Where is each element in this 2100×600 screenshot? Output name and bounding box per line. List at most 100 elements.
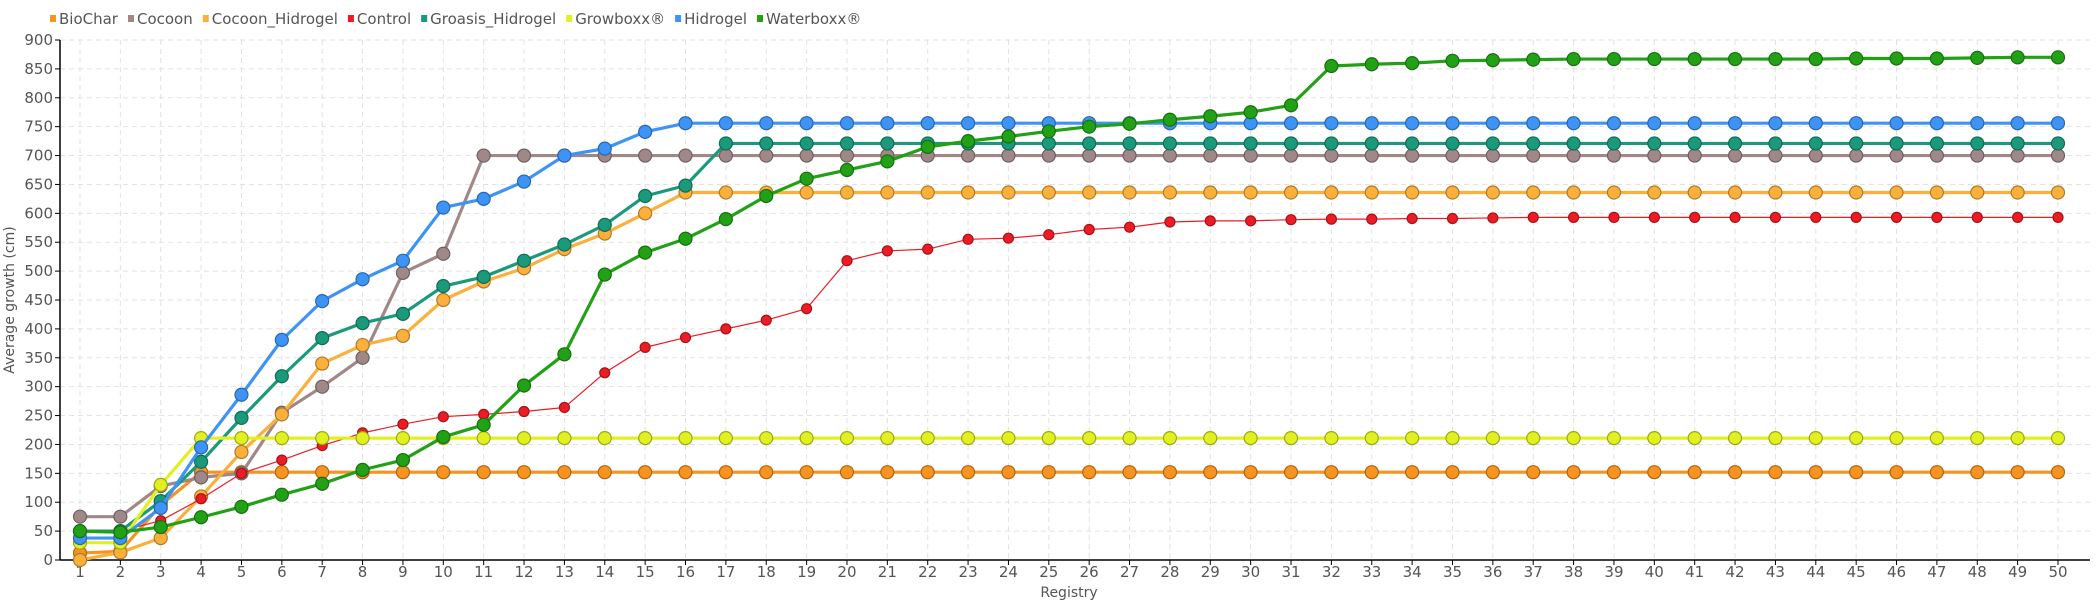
x-tick-label: 27 — [1120, 563, 1139, 581]
data-point — [1647, 185, 1662, 200]
x-tick-label: 25 — [1039, 563, 1058, 581]
x-tick-label: 34 — [1403, 563, 1422, 581]
data-point — [355, 337, 370, 353]
data-point — [1001, 129, 1016, 144]
data-point — [234, 499, 249, 514]
x-tick-label: 40 — [1645, 563, 1664, 581]
x-tick-label: 32 — [1322, 563, 1341, 581]
data-point — [315, 331, 330, 346]
data-point — [516, 253, 532, 268]
data-point — [1245, 215, 1257, 227]
data-point — [2010, 136, 2025, 151]
data-point — [1606, 465, 1622, 480]
data-point — [1324, 136, 1339, 151]
data-point — [1485, 430, 1500, 446]
x-tick-label: 50 — [2048, 563, 2067, 581]
data-point — [1526, 465, 1541, 480]
data-point — [1727, 185, 1743, 200]
data-point — [1808, 430, 1823, 446]
data-point — [880, 465, 895, 480]
data-point — [1849, 116, 1864, 131]
data-point — [1526, 430, 1541, 446]
data-point — [1485, 53, 1500, 68]
data-point — [880, 430, 895, 446]
data-point — [960, 430, 976, 446]
data-point — [72, 509, 88, 524]
data-point — [759, 136, 774, 151]
data-point — [1647, 136, 1662, 151]
data-point — [678, 116, 693, 131]
data-point — [960, 134, 976, 149]
data-point — [1970, 185, 1985, 200]
data-point — [759, 430, 774, 446]
data-point — [1283, 465, 1299, 480]
data-point — [1567, 211, 1580, 223]
data-point — [395, 306, 411, 321]
data-point — [1929, 148, 1944, 163]
series-biochar — [72, 465, 2066, 561]
data-point — [557, 430, 572, 446]
data-point — [1324, 116, 1339, 131]
data-point — [839, 116, 855, 131]
data-point — [1849, 51, 1864, 66]
data-point — [1687, 430, 1702, 446]
x-tick-label: 12 — [514, 563, 533, 581]
data-point — [1485, 185, 1500, 200]
x-tick-label: 22 — [918, 563, 937, 581]
data-point — [1485, 116, 1500, 131]
x-tick-label: 2 — [116, 563, 126, 581]
data-point — [518, 405, 530, 418]
y-tick-label: 750 — [24, 118, 53, 136]
data-point — [880, 185, 895, 200]
x-tick-label: 5 — [237, 563, 247, 581]
data-point — [1889, 430, 1904, 446]
data-point — [678, 148, 693, 163]
x-tick-label: 45 — [1847, 563, 1866, 581]
data-point — [1849, 465, 1864, 480]
data-point — [153, 500, 168, 516]
data-point — [234, 430, 249, 446]
data-point — [1606, 136, 1622, 151]
data-point — [315, 356, 330, 371]
data-point — [1243, 185, 1258, 200]
data-point — [1687, 148, 1702, 163]
y-tick-label: 150 — [24, 464, 53, 482]
data-point — [1243, 465, 1258, 480]
data-point — [1083, 223, 1095, 236]
data-point — [1283, 185, 1299, 200]
data-point — [1889, 51, 1904, 66]
data-point — [799, 116, 814, 131]
data-point — [1487, 212, 1499, 224]
data-point — [1283, 116, 1299, 131]
data-point — [557, 347, 572, 362]
data-point — [1729, 211, 1741, 223]
data-point — [1689, 211, 1701, 223]
data-point — [638, 148, 653, 163]
data-point — [1889, 465, 1904, 480]
data-point — [1405, 116, 1420, 131]
data-point — [1082, 119, 1097, 134]
data-point — [759, 188, 774, 204]
data-point — [1768, 185, 1783, 200]
data-point — [516, 148, 532, 163]
data-point — [1608, 211, 1620, 223]
data-point — [718, 430, 733, 446]
data-point — [1727, 148, 1743, 163]
series-line — [79, 55, 2058, 534]
series-line — [79, 470, 2058, 555]
data-point — [1527, 211, 1539, 223]
data-point — [1203, 185, 1218, 200]
data-point — [1727, 51, 1743, 67]
data-point — [274, 369, 289, 384]
data-point — [1283, 430, 1299, 446]
x-tick-label: 3 — [156, 563, 166, 581]
data-point — [1082, 465, 1097, 480]
x-tick-label: 13 — [555, 563, 574, 581]
data-point — [1808, 185, 1823, 200]
data-point — [1687, 185, 1702, 200]
data-point — [1445, 136, 1460, 151]
y-tick-label: 350 — [24, 349, 53, 367]
data-point — [1849, 136, 1864, 151]
data-point — [1364, 185, 1379, 200]
data-point — [1364, 57, 1379, 72]
